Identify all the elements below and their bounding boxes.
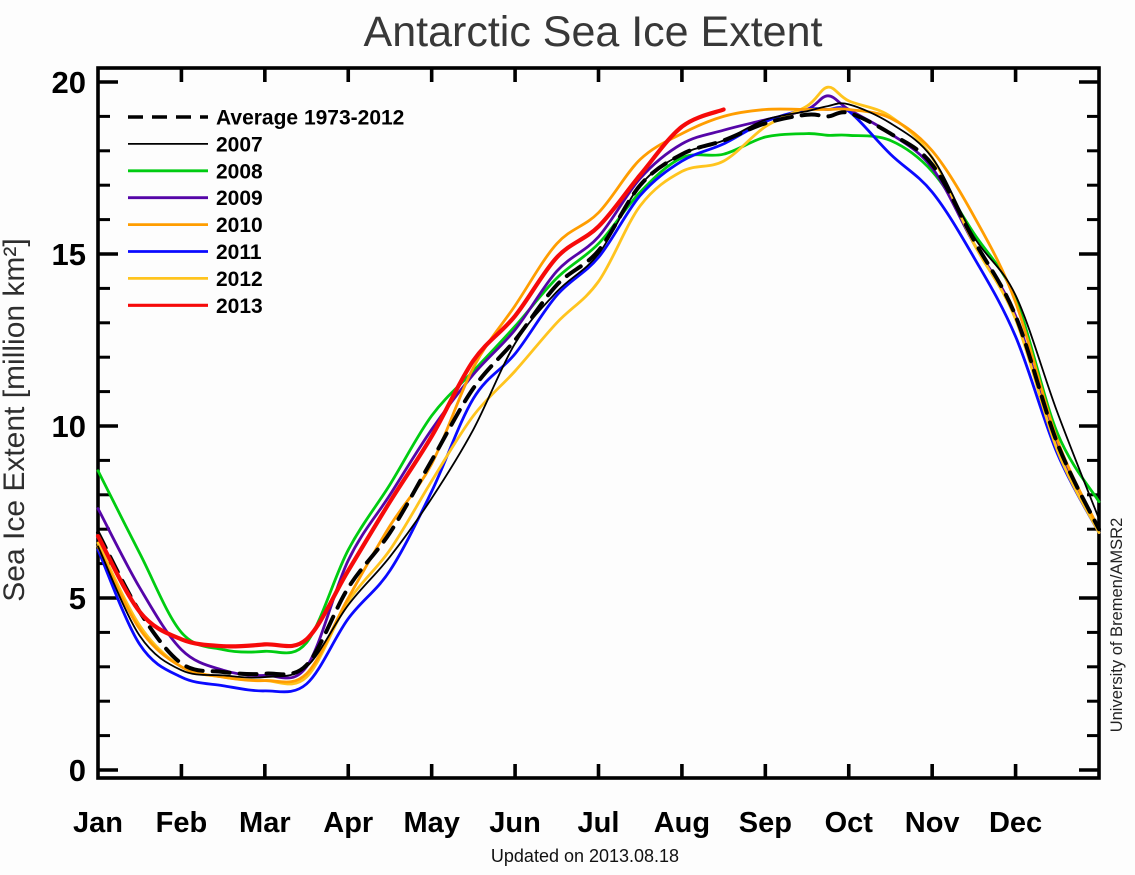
y-axis-label: Sea Ice Extent [million km²] — [0, 238, 31, 601]
x-tick-label: Sep — [739, 807, 792, 839]
x-tick-label: Jul — [578, 807, 620, 839]
series-line-2009 — [96, 94, 1101, 680]
x-tick-label: Jun — [489, 807, 541, 839]
chart-title: Antarctic Sea Ice Extent — [364, 8, 823, 56]
legend-label-2011: 2011 — [216, 241, 262, 264]
y-tick-label: 10 — [52, 409, 86, 444]
series-line-average-1973-2012 — [96, 110, 1101, 677]
series-line-2010 — [96, 107, 1101, 684]
y-tick-label: 20 — [52, 65, 86, 100]
legend-label-2012: 2012 — [216, 268, 263, 291]
x-tick-label: Nov — [905, 807, 960, 839]
series-line-2013 — [95, 107, 726, 649]
update-note: Updated on 2013.08.18 — [491, 846, 679, 866]
x-tick-label: Apr — [323, 807, 373, 839]
legend-label-2007: 2007 — [216, 133, 263, 156]
x-tick-label: Aug — [654, 807, 710, 839]
y-tick-label: 0 — [69, 753, 86, 788]
legend: Average 1973-2012 2007 2008 2009 2010 2011 201… — [128, 107, 404, 318]
x-tick-label: May — [403, 807, 459, 839]
y-tick-label: 5 — [69, 581, 86, 616]
legend-label-2013: 2013 — [216, 295, 263, 318]
legend-label-2009: 2009 — [216, 187, 263, 210]
x-tick-label: Mar — [239, 807, 291, 839]
x-tick-label: Feb — [156, 807, 208, 839]
legend-label-average-1973-2012: Average 1973-2012 — [216, 107, 404, 130]
y-tick-label: 15 — [52, 237, 86, 272]
legend-label-2010: 2010 — [216, 214, 263, 237]
series-line-2011 — [96, 106, 1101, 694]
legend-label-2008: 2008 — [216, 160, 263, 183]
axes: 0 5 10 15 20 Jan Feb Mar Apr May Jun Jul Aug Sep Oct No… — [52, 65, 1101, 839]
x-tick-label: Dec — [989, 807, 1042, 839]
x-tick-label: Oct — [825, 807, 874, 839]
credit-watermark: University of Bremen/AMSR2 — [1108, 518, 1126, 733]
x-tick-label: Jan — [73, 807, 123, 839]
data-series — [95, 85, 1101, 694]
